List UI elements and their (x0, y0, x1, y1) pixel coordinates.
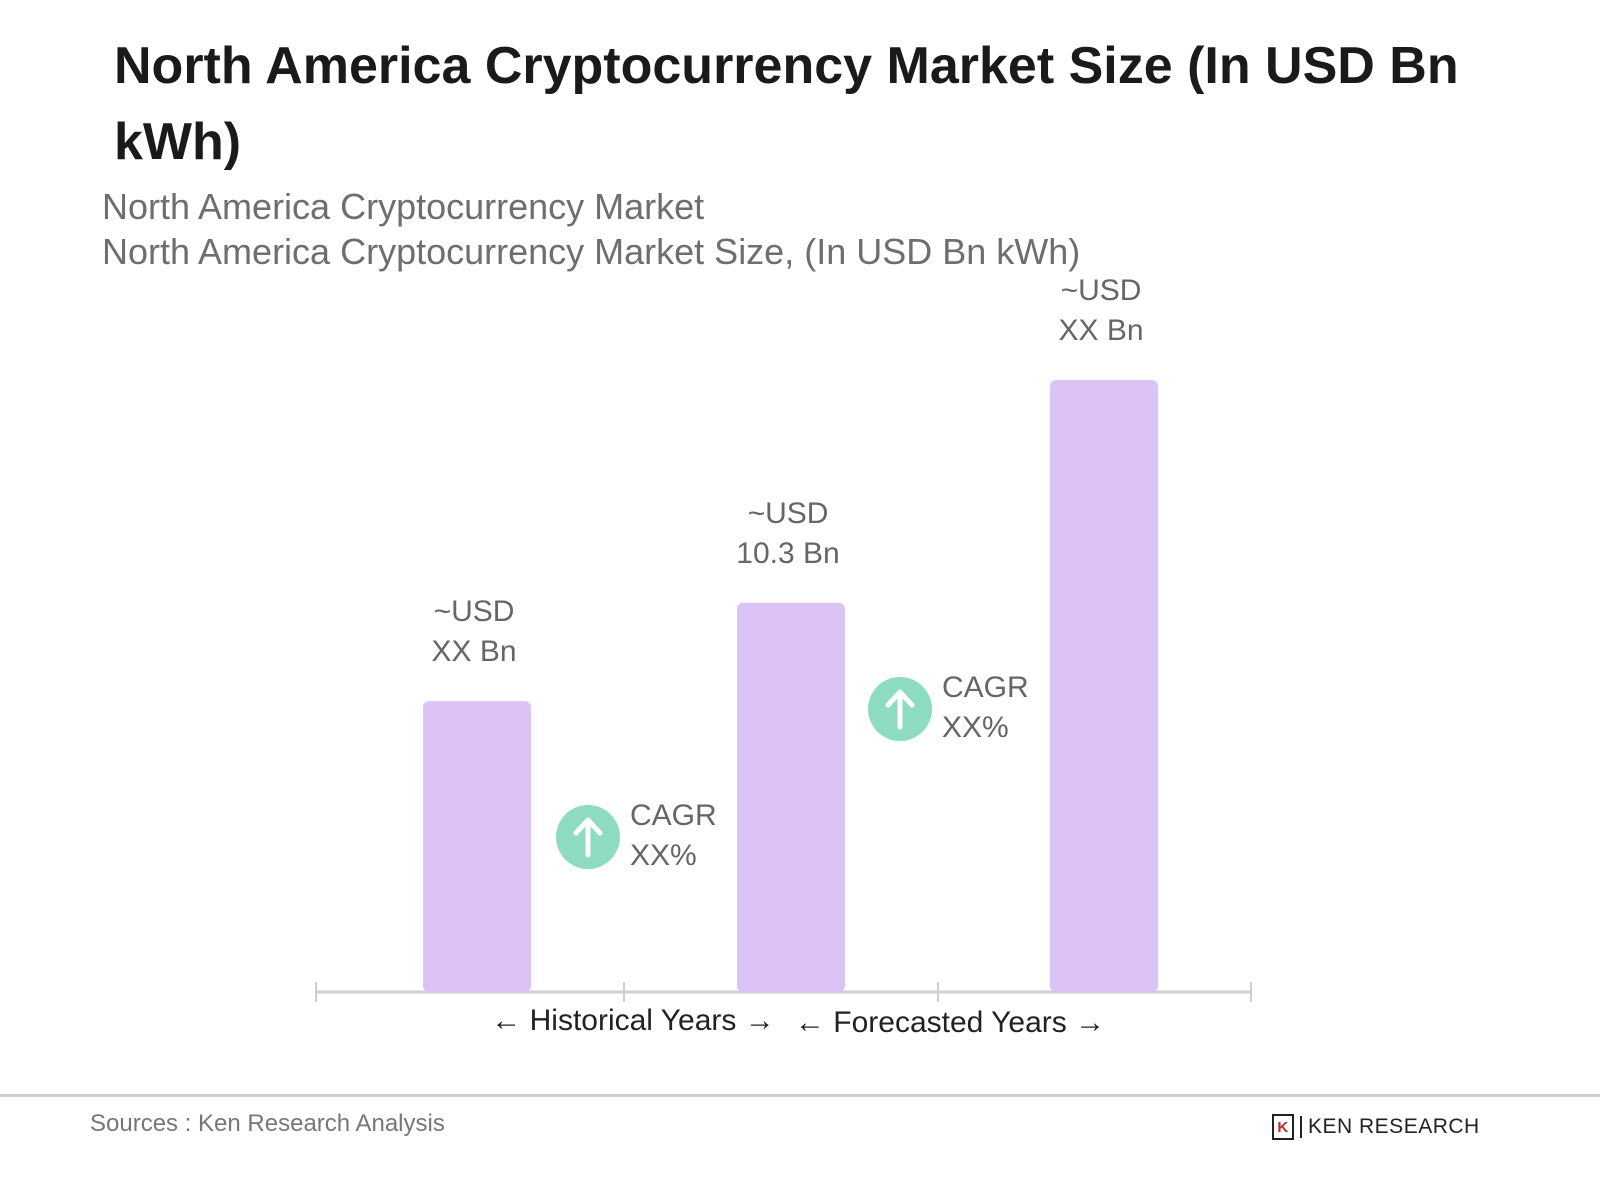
data-label: XX Bn (1058, 314, 1143, 347)
logo-text: KEN RESEARCH (1308, 1115, 1480, 1138)
cagr-label: CAGR (942, 671, 1029, 704)
chart-title: North America Cryptocurrency Market Size… (114, 37, 1459, 171)
bar-chart: ~USD XX Bn ~USD 10.3 Bn ~USD XX Bn CAGR XX% CAGR… (315, 274, 1252, 1039)
cagr-label: XX% (942, 711, 1009, 744)
source-note: Sources : Ken Research Analysis (90, 1110, 445, 1137)
period-label: ← Forecasted Years → (795, 1006, 1105, 1039)
footer-divider (0, 1094, 1600, 1097)
data-label: ~USD (748, 497, 829, 530)
ken-research-logo: K KEN RESEARCH (1272, 1114, 1480, 1140)
data-label: XX Bn (431, 635, 516, 668)
bar (423, 701, 531, 992)
chart-subtitle-2: North America Cryptocurrency Market Size… (102, 231, 1081, 272)
bar (1050, 380, 1158, 992)
data-label: ~USD (1061, 274, 1142, 307)
cagr-label: CAGR (630, 799, 717, 832)
arrow-up-icon (885, 689, 915, 730)
period-label: ← Historical Years → (491, 1004, 774, 1037)
chart-subtitle: North America Cryptocurrency Market (102, 186, 705, 227)
bar (737, 602, 845, 992)
data-label: ~USD (434, 595, 515, 628)
arrow-up-icon (573, 817, 603, 858)
cagr-label: XX% (630, 839, 697, 872)
logo-mark-icon: K (1272, 1114, 1294, 1140)
data-label: 10.3 Bn (736, 537, 839, 570)
